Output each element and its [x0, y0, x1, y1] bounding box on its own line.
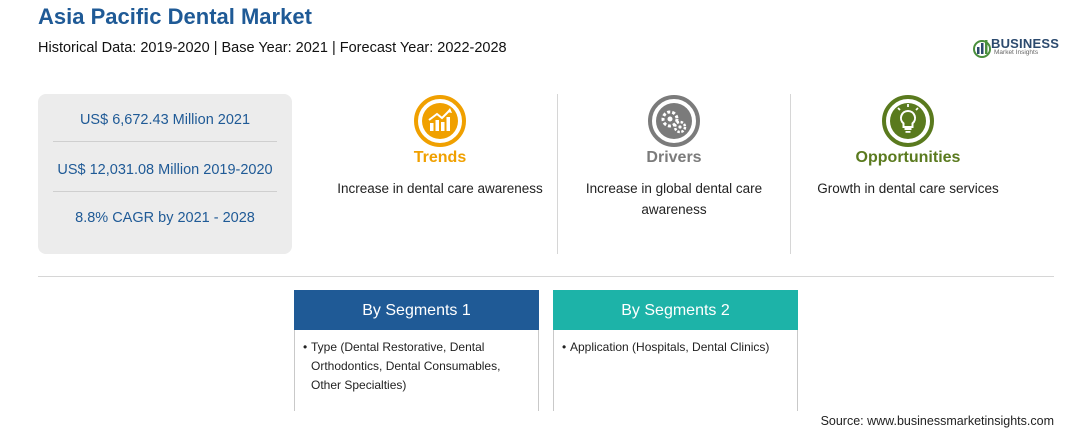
lightbulb-icon [882, 95, 934, 147]
segment-2-item-text: Application (Hospitals, Dental Clinics) [570, 340, 770, 354]
segment-card-2: By Segments 2 • Application (Hospitals, … [553, 290, 798, 411]
bar-chart-globe-icon [973, 40, 991, 58]
segment-2-title: By Segments 2 [553, 290, 798, 330]
bullet-icon: • [303, 340, 308, 354]
stat-divider [53, 141, 277, 142]
page-title: Asia Pacific Dental Market [38, 4, 312, 29]
column-divider [557, 94, 558, 254]
page-subtitle: Historical Data: 2019-2020 | Base Year: … [38, 40, 507, 56]
segment-1-title: By Segments 1 [294, 290, 539, 330]
logo-brand-text: BUSINESS [991, 36, 1060, 51]
stat-market-size-historical: US$ 12,031.08 Million 2019-2020 [57, 162, 273, 178]
gears-icon [648, 95, 700, 147]
logo-tagline: Market Insights [994, 49, 1039, 56]
stat-market-size-2021: US$ 6,672.43 Million 2021 [79, 112, 251, 128]
segment-2-body: • Application (Hospitals, Dental Clinics… [553, 330, 798, 411]
trends-label: Trends [413, 149, 467, 166]
opportunities-description: Growth in dental care services [817, 181, 999, 196]
stat-cagr: 8.8% CAGR by 2021 - 2028 [75, 210, 255, 226]
drivers-label: Drivers [646, 149, 702, 166]
stat-divider [53, 191, 277, 192]
segment-card-1: By Segments 1 • Type (Dental Restorative… [294, 290, 539, 411]
column-divider [790, 94, 791, 254]
stats-panel: US$ 6,672.43 Million 2021 US$ 12,031.08 … [38, 94, 292, 254]
company-logo[interactable]: BUSINESS Market Insights [972, 36, 1062, 62]
segment-1-item: • Type (Dental Restorative, Dental Ortho… [303, 338, 528, 395]
segment-2-item: • Application (Hospitals, Dental Clinics… [562, 338, 787, 357]
source-text: Source: www.businessmarketinsights.com [820, 414, 1054, 428]
trend-chart-icon [414, 95, 466, 147]
segment-1-item-text: Type (Dental Restorative, Dental Orthodo… [311, 340, 501, 392]
section-divider [38, 276, 1054, 277]
bullet-icon: • [562, 340, 567, 354]
drivers-description: Increase in global dental care awareness [585, 181, 763, 217]
opportunities-label: Opportunities [855, 149, 961, 166]
trends-description: Increase in dental care awareness [337, 181, 543, 196]
segment-1-body: • Type (Dental Restorative, Dental Ortho… [294, 330, 539, 411]
